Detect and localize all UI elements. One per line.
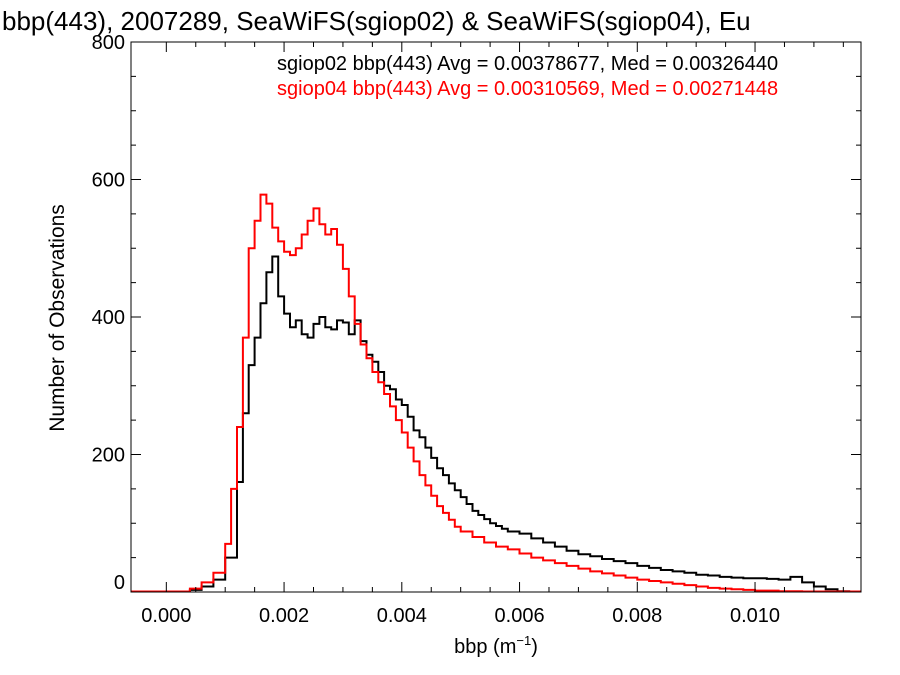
y-tick-label: 800	[92, 32, 125, 54]
chart-title: bbp(443), 2007289, SeaWiFS(sgiop02) & Se…	[2, 6, 751, 36]
axes-group: 0.000 0.002 0.004 0.006 0.008 0.010 0 200 400 600…	[92, 32, 862, 627]
x-tick-label: 0.010	[730, 605, 780, 627]
x-tick-label: 0.000	[141, 605, 191, 627]
y-tick-label: 400	[92, 307, 125, 329]
y-tick-label: 200	[92, 445, 125, 467]
legend-group: sgiop02 bbp(443) Avg = 0.00378677, Med =…	[277, 53, 778, 100]
x-tick-label: 0.006	[495, 605, 545, 627]
y-tick-label: 600	[92, 170, 125, 192]
x-axis-label: bbp (m−1)	[454, 633, 538, 658]
legend-entry-1: sgiop04 bbp(443) Avg = 0.00310569, Med =…	[277, 78, 778, 100]
series-line-0	[131, 255, 861, 593]
x-tick-label: 0.002	[259, 605, 309, 627]
y-axis-label: Number of Observations	[46, 204, 69, 432]
series-line-1	[131, 193, 861, 593]
legend-entry-0: sgiop02 bbp(443) Avg = 0.00378677, Med =…	[277, 53, 778, 75]
x-axis-label-main: bbp (m	[454, 636, 516, 658]
y-tick-label: 0	[114, 572, 125, 594]
x-axis-label-close: )	[531, 636, 538, 658]
x-tick-label: 0.004	[377, 605, 427, 627]
x-tick-label: 0.008	[612, 605, 662, 627]
series-group	[131, 193, 861, 593]
x-axis-label-superscript: −1	[516, 633, 531, 648]
